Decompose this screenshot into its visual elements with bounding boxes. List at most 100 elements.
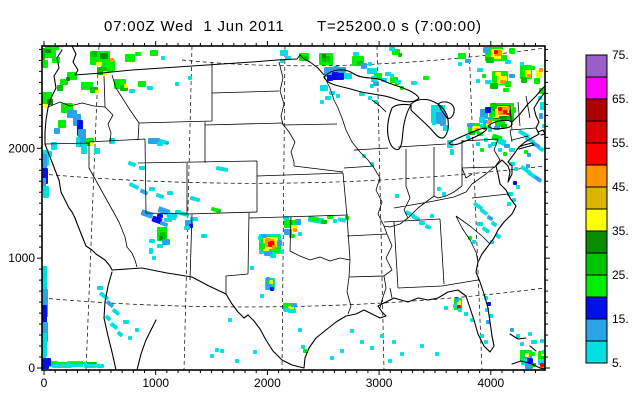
echo-blob [325,96,331,100]
echo-blob [298,328,302,332]
echo-blob [215,348,219,352]
echo-blob [487,120,491,124]
echo-blob [100,53,108,59]
great-lakes [323,69,513,151]
echo-blob [228,318,232,322]
y-axis-tick-label: 1000 [8,251,35,265]
echo-blob [129,89,135,93]
echo-blob [368,96,372,100]
echo-blob [261,234,267,238]
echo-blob [164,218,172,222]
echo-blob [270,287,274,291]
echo-blob [139,166,145,170]
echo-blob [333,219,337,223]
echo-blob [44,104,48,108]
echo-blob [470,318,474,322]
colorbar-cell [585,76,608,100]
echo-blob [210,354,214,358]
echo-blob [434,105,440,111]
echo-blob [303,349,307,353]
echo-blob [333,66,339,70]
echo-blob [490,83,498,89]
echo-blob [483,47,489,53]
echo-blob [503,88,509,92]
echo-blob [45,49,51,53]
echo-blob [361,63,367,69]
echo-blob [453,304,457,308]
echo-blob [540,363,544,367]
echo-blob [516,185,520,189]
echo-blob [381,78,387,82]
echo-blob [337,217,347,223]
echo-blob [527,170,537,180]
echo-blob [201,234,207,238]
echo-blob [308,216,320,222]
colorbar-cell [585,142,608,166]
echo-blob [66,77,70,81]
echo-blob [167,191,173,195]
echo-blob [127,161,137,167]
echo-blob [104,314,112,322]
echo-blob [430,214,434,218]
colorbar-tick-label: 75. [612,48,629,62]
map-area: 0 1000 2000 3000 4000 0 1000 2000 [8,41,550,390]
echo-blob [43,186,49,198]
echo-blob [373,82,379,86]
echo-blob [370,162,374,166]
echo-blob [90,142,94,146]
echo-blob [464,312,468,316]
echo-blob [455,298,459,302]
echo-blob [327,215,333,219]
echo-blob [494,50,498,54]
echo-blob [458,53,466,59]
echo-blob [485,80,491,84]
echo-blob [76,137,80,147]
echo-blob [458,308,462,312]
echo-blob [280,250,284,254]
echo-blob [420,344,424,348]
echo-blob [135,52,141,56]
echo-blob [70,362,86,364]
echo-blob [411,81,417,85]
echo-blob [389,47,395,51]
echo-blob [291,303,297,307]
echo-blob [423,76,429,80]
echo-blob [293,228,297,232]
echo-blob [110,58,114,62]
echo-blob [275,247,281,253]
echo-blob [507,202,511,206]
echo-blob [188,76,192,80]
echo-blob [512,198,516,202]
echo-blob [217,210,221,212]
echo-blob [385,72,391,76]
echo-blob [149,248,153,254]
colorbar-tick-label: 35. [612,224,629,238]
echo-blob [116,330,124,338]
echo-blob [520,342,524,346]
echo-blob [87,362,97,364]
echo-blob [520,62,524,66]
echo-blob [467,123,473,127]
x-axis-tick-label: 1000 [142,376,169,390]
echo-blob [539,88,545,94]
echo-blob [340,349,344,353]
colorbar-cell [585,230,608,254]
colorbar-tick-label: 45. [612,180,629,194]
y-axis-tick-label: 0 [28,361,35,375]
echo-blob [472,240,476,244]
echo-blob [359,92,365,96]
echo-blob [175,210,181,214]
echo-blob [57,85,63,91]
echo-blob [94,148,100,154]
echo-blob [442,192,446,196]
echo-blob [424,224,432,230]
echo-blob [327,75,333,81]
echo-blob [503,152,507,156]
echo-blob [539,68,543,72]
echo-blob [266,277,270,281]
graticule-lines [42,46,545,370]
echo-blob [484,340,488,344]
echo-blob [481,226,491,234]
echo-blob [320,85,328,91]
echo-blob [367,68,377,74]
